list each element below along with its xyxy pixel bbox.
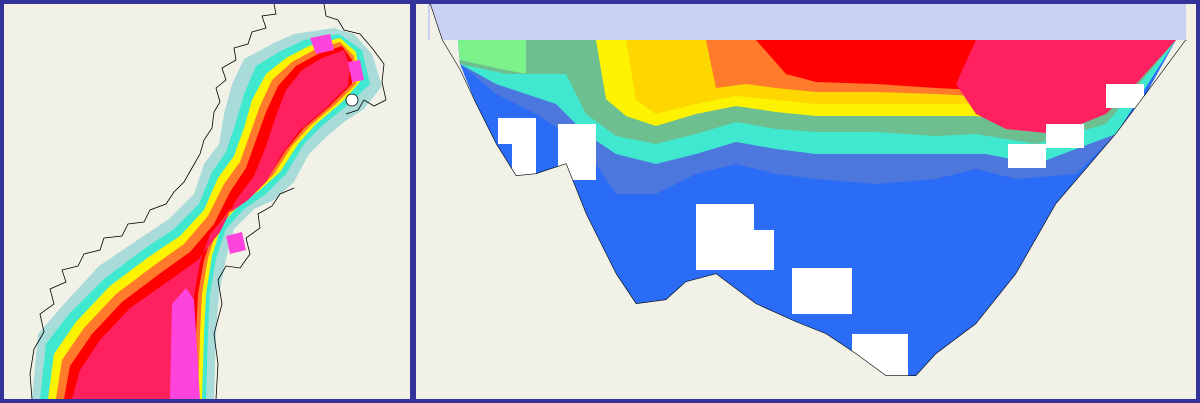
island-marker: [345, 93, 359, 107]
sea-surface: [428, 4, 1186, 40]
section-field: [458, 40, 1176, 376]
coastline: [29, 4, 387, 399]
no-data-cells: [498, 84, 1144, 378]
map-field: [32, 28, 382, 399]
section-view-panel[interactable]: [414, 0, 1200, 403]
horizontal-map[interactable]: [4, 4, 410, 399]
map-view-panel[interactable]: [0, 0, 414, 403]
seabed-land: [430, 4, 1186, 399]
cross-section[interactable]: [416, 4, 1196, 399]
